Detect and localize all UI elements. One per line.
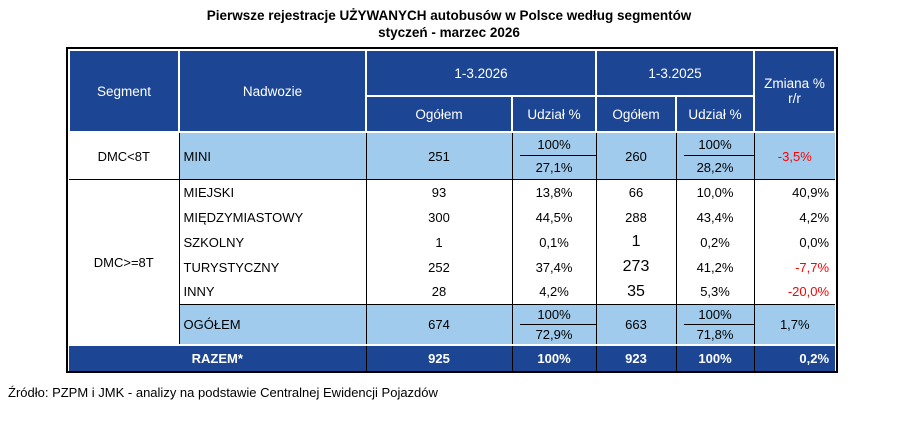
cell-ogolem-nadwozie: OGÓŁEM <box>178 304 366 345</box>
cell-razem-total-2025: 923 <box>595 344 677 371</box>
segment-label-dmc-ge-8t: DMC>=8T <box>69 179 179 345</box>
header-change-line-2: r/r <box>788 91 801 106</box>
table-row-inny: INNY 28 4,2% 35 5,3% -20,0% <box>69 279 836 305</box>
cell-razem-total-2026: 925 <box>365 344 512 371</box>
header-period-2025: 1-3.2025 <box>595 49 756 97</box>
header-segment: Segment <box>68 49 180 133</box>
cell-nadwozie: INNY <box>178 279 366 305</box>
cell-total-2026: 252 <box>365 254 512 280</box>
cell-share-2025: 10,0% <box>675 179 755 205</box>
cell-total-2026: 28 <box>365 279 512 305</box>
cell-ogolem-share-2025: 100% 71,8% <box>675 304 755 345</box>
cell-change: -20,0% <box>753 279 836 305</box>
header-period-2026: 1-3.2026 <box>364 49 598 97</box>
registrations-table: Segment Nadwozie 1-3.2026 1-3.2025 Zmian… <box>68 49 837 371</box>
cell-total-2025: 35 <box>595 279 677 305</box>
cell-share-2026: 13,8% <box>511 179 597 205</box>
header-nadwozie: Nadwozie <box>178 49 367 133</box>
razem-label: RAZEM* <box>69 344 366 371</box>
cell-mini-nadwozie: MINI <box>178 132 366 180</box>
header-total-2026: Ogółem <box>365 95 513 133</box>
cell-mini-share-2026: 100% 27,1% <box>511 132 597 180</box>
cell-ogolem-share-2026: 100% 72,9% <box>511 304 597 345</box>
table-row-miejski: DMC>=8T MIEJSKI 93 13,8% 66 10,0% 40,9% <box>69 179 836 345</box>
cell-ogolem-total-2026: 674 <box>365 304 512 345</box>
title-line-2: styczeń - marzec 2026 <box>378 25 520 40</box>
cell-ogolem-change: 1,7% <box>753 304 836 345</box>
cell-mini-share-2025: 100% 28,2% <box>675 132 755 180</box>
cell-mini-total-2026: 251 <box>365 132 512 180</box>
cell-ogolem-total-2025: 663 <box>595 304 677 345</box>
share-of-segment-2025: 100% <box>677 133 754 156</box>
cell-share-2025: 0,2% <box>675 229 755 255</box>
share-of-total-2025: 71,8% <box>696 326 734 342</box>
cell-share-2025: 43,4% <box>675 204 755 230</box>
cell-change: -7,7% <box>753 254 836 280</box>
cell-share-2025: 41,2% <box>675 254 755 280</box>
page-title: Pierwsze rejestracje UŻYWANYCH autobusów… <box>0 0 898 41</box>
share-of-segment-2025: 100% <box>677 305 754 325</box>
cell-change: 40,9% <box>753 179 836 205</box>
header-share-2025: Udział % <box>675 95 756 133</box>
cell-total-2026: 93 <box>365 179 512 205</box>
cell-share-2026: 0,1% <box>511 229 597 255</box>
cell-change: 4,2% <box>753 204 836 230</box>
title-line-1: Pierwsze rejestracje UŻYWANYCH autobusów… <box>206 8 692 23</box>
share-of-segment-2026: 100% <box>513 305 596 325</box>
header-total-2025: Ogółem <box>595 95 678 133</box>
header-change-line-1: Zmiana % <box>764 76 825 91</box>
share-of-total-2026: 27,1% <box>535 160 573 175</box>
cell-mini-change: -3,5% <box>753 132 836 180</box>
source-note: Źródło: PZPM i JMK - analizy na podstawi… <box>8 385 438 400</box>
cell-share-2026: 4,2% <box>511 279 597 305</box>
cell-nadwozie: TURYSTYCZNY <box>178 254 366 280</box>
table-row-turystyczny: TURYSTYCZNY 252 37,4% 273 41,2% -7,7% <box>69 254 836 280</box>
cell-share-2026: 44,5% <box>511 204 597 230</box>
table-row-miedzymiastowy: MIĘDZYMIASTOWY 300 44,5% 288 43,4% 4,2% <box>69 204 836 230</box>
cell-razem-share-2026: 100% <box>511 344 597 371</box>
cell-share-2026: 37,4% <box>511 254 597 280</box>
cell-total-2025: 288 <box>595 204 677 230</box>
share-of-total-2025: 28,2% <box>696 160 734 175</box>
table-row-razem: RAZEM* 925 100% 923 100% 0,2% <box>69 344 836 371</box>
share-of-total-2026: 72,9% <box>535 326 573 342</box>
cell-nadwozie: MIEJSKI <box>178 179 366 205</box>
cell-razem-share-2025: 100% <box>675 344 755 371</box>
table-row-ogolem: OGÓŁEM 674 100% 72,9% 663 100% 71,8% <box>69 304 836 345</box>
segment-label-dmc-lt-8t: DMC<8T <box>69 132 179 180</box>
table-row-szkolny: SZKOLNY 1 0,1% 1 0,2% 0,0% <box>69 229 836 255</box>
cell-change: 0,0% <box>753 229 836 255</box>
cell-total-2025: 1 <box>595 229 677 255</box>
header-change-yoy: Zmiana % r/r <box>753 49 837 133</box>
cell-total-2025: 273 <box>595 254 677 280</box>
header-share-2026: Udział % <box>510 95 598 133</box>
table-frame: Segment Nadwozie 1-3.2026 1-3.2025 Zmian… <box>66 47 839 373</box>
cell-mini-total-2025: 260 <box>595 132 677 180</box>
cell-razem-change: 0,2% <box>753 344 836 371</box>
cell-nadwozie: MIĘDZYMIASTOWY <box>178 204 366 230</box>
cell-total-2026: 1 <box>365 229 512 255</box>
cell-nadwozie: SZKOLNY <box>178 229 366 255</box>
cell-total-2026: 300 <box>365 204 512 230</box>
table-row-mini: DMC<8T MINI 251 100% 27,1% 260 100% 28,2… <box>69 132 836 180</box>
cell-share-2025: 5,3% <box>675 279 755 305</box>
cell-total-2025: 66 <box>595 179 677 205</box>
share-of-segment-2026: 100% <box>513 133 596 156</box>
